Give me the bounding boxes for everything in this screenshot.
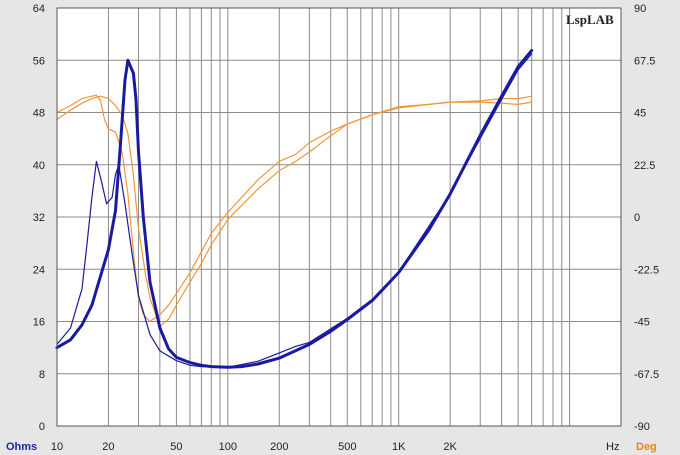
impedance-curve-thick (55, 49, 534, 369)
right-tick-label: 0 (634, 212, 640, 224)
x-axis-unit: Hz (606, 441, 619, 453)
left-tick-label: 8 (39, 369, 45, 381)
phase-curve-thin (56, 95, 533, 327)
right-tick-label: 22.5 (634, 160, 655, 172)
series-layer (55, 49, 534, 369)
x-tick-label: 200 (270, 441, 288, 453)
right-tick-label: 67.5 (634, 55, 655, 67)
right-tick-label: 45 (634, 108, 646, 120)
horizontal-grid-lines (57, 59, 621, 375)
left-tick-label: 48 (33, 108, 45, 120)
right-tick-label: 90 (634, 3, 646, 15)
x-tick-label: 50 (170, 441, 182, 453)
plot-border (56, 7, 622, 427)
right-axis-tick-labels: -90 -67.5 -45 -22.5 0 22.5 45 67.5 90 (634, 3, 659, 433)
x-tick-label: 1K (392, 441, 406, 453)
x-tick-label: 2K (443, 441, 457, 453)
right-tick-label: -67.5 (634, 369, 659, 381)
x-tick-label: 10 (51, 441, 63, 453)
x-tick-label: 20 (102, 441, 114, 453)
left-axis-tick-labels: 0 8 16 24 32 40 48 56 64 (33, 3, 45, 433)
brand-logo: LspLAB (566, 12, 614, 27)
right-tick-label: -45 (634, 317, 650, 329)
left-tick-label: 64 (33, 3, 45, 15)
left-tick-label: 24 (33, 264, 45, 276)
x-tick-label: 500 (338, 441, 356, 453)
x-tick-label: 100 (219, 441, 237, 453)
phase-curve-thin (56, 94, 533, 323)
x-axis-tick-labels: 10 20 50 100 200 500 1K 2K (51, 441, 458, 453)
left-tick-label: 40 (33, 160, 45, 172)
left-tick-label: 56 (33, 55, 45, 67)
right-tick-label: -90 (634, 421, 650, 433)
left-tick-label: 32 (33, 212, 45, 224)
left-axis-unit: Ohms (6, 441, 37, 453)
right-axis-unit: Deg (636, 441, 657, 453)
left-tick-label: 0 (39, 421, 45, 433)
left-tick-label: 16 (33, 317, 45, 329)
right-tick-label: -22.5 (634, 264, 659, 276)
